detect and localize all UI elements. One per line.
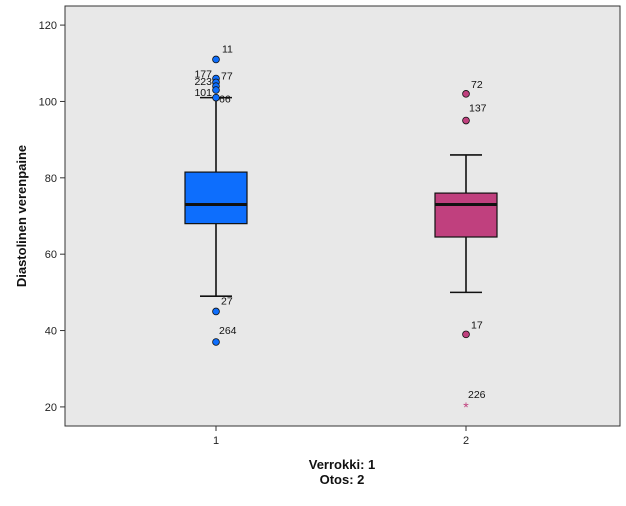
y-tick-label: 40 (45, 326, 57, 338)
outlier-label: 72 (471, 79, 483, 91)
x-tick-label: 1 (213, 435, 219, 447)
outlier-label: 137 (469, 103, 487, 115)
y-tick-label: 60 (45, 249, 57, 261)
outlier-label: 17 (471, 319, 483, 331)
outlier-point (462, 330, 470, 339)
outlier-label: 101 (194, 87, 212, 99)
outlier-label: 226 (468, 389, 486, 401)
x-axis-title-line-1: Verrokki: 1 (309, 457, 376, 472)
outlier-point (462, 90, 470, 98)
outlier-point (462, 116, 470, 125)
outlier-label: 264 (219, 325, 237, 337)
plot-area (64, 5, 621, 427)
x-axis-title-line-2: Otos: 2 (320, 472, 365, 487)
outlier-point (212, 55, 220, 64)
extreme-outlier-marker: * (463, 399, 469, 415)
box-group-1 (184, 55, 248, 346)
outlier-label: 177 (194, 69, 212, 81)
iqr-box (184, 171, 248, 225)
outlier-point (212, 307, 220, 316)
outlier-label: 66 (219, 94, 231, 106)
outlier-label: 27 (221, 295, 233, 307)
box-group-2: * (434, 90, 498, 415)
outlier-point (212, 93, 220, 102)
outlier-point (212, 338, 220, 346)
outlier-point (212, 86, 220, 94)
outlier-label: 223 (194, 76, 212, 88)
y-tick-label: 100 (39, 96, 57, 108)
y-tick-label: 80 (45, 173, 57, 185)
x-tick-label: 2 (463, 435, 469, 447)
y-axis-title: Diastolinen verenpaine (14, 145, 29, 287)
y-axis: 20 40 60 80 100 120 (39, 20, 65, 414)
iqr-box (434, 192, 498, 238)
y-tick-label: 20 (45, 402, 57, 414)
y-tick-label: 120 (39, 20, 57, 32)
outlier-label: 11 (222, 43, 233, 55)
outlier-label: 77 (221, 70, 233, 82)
